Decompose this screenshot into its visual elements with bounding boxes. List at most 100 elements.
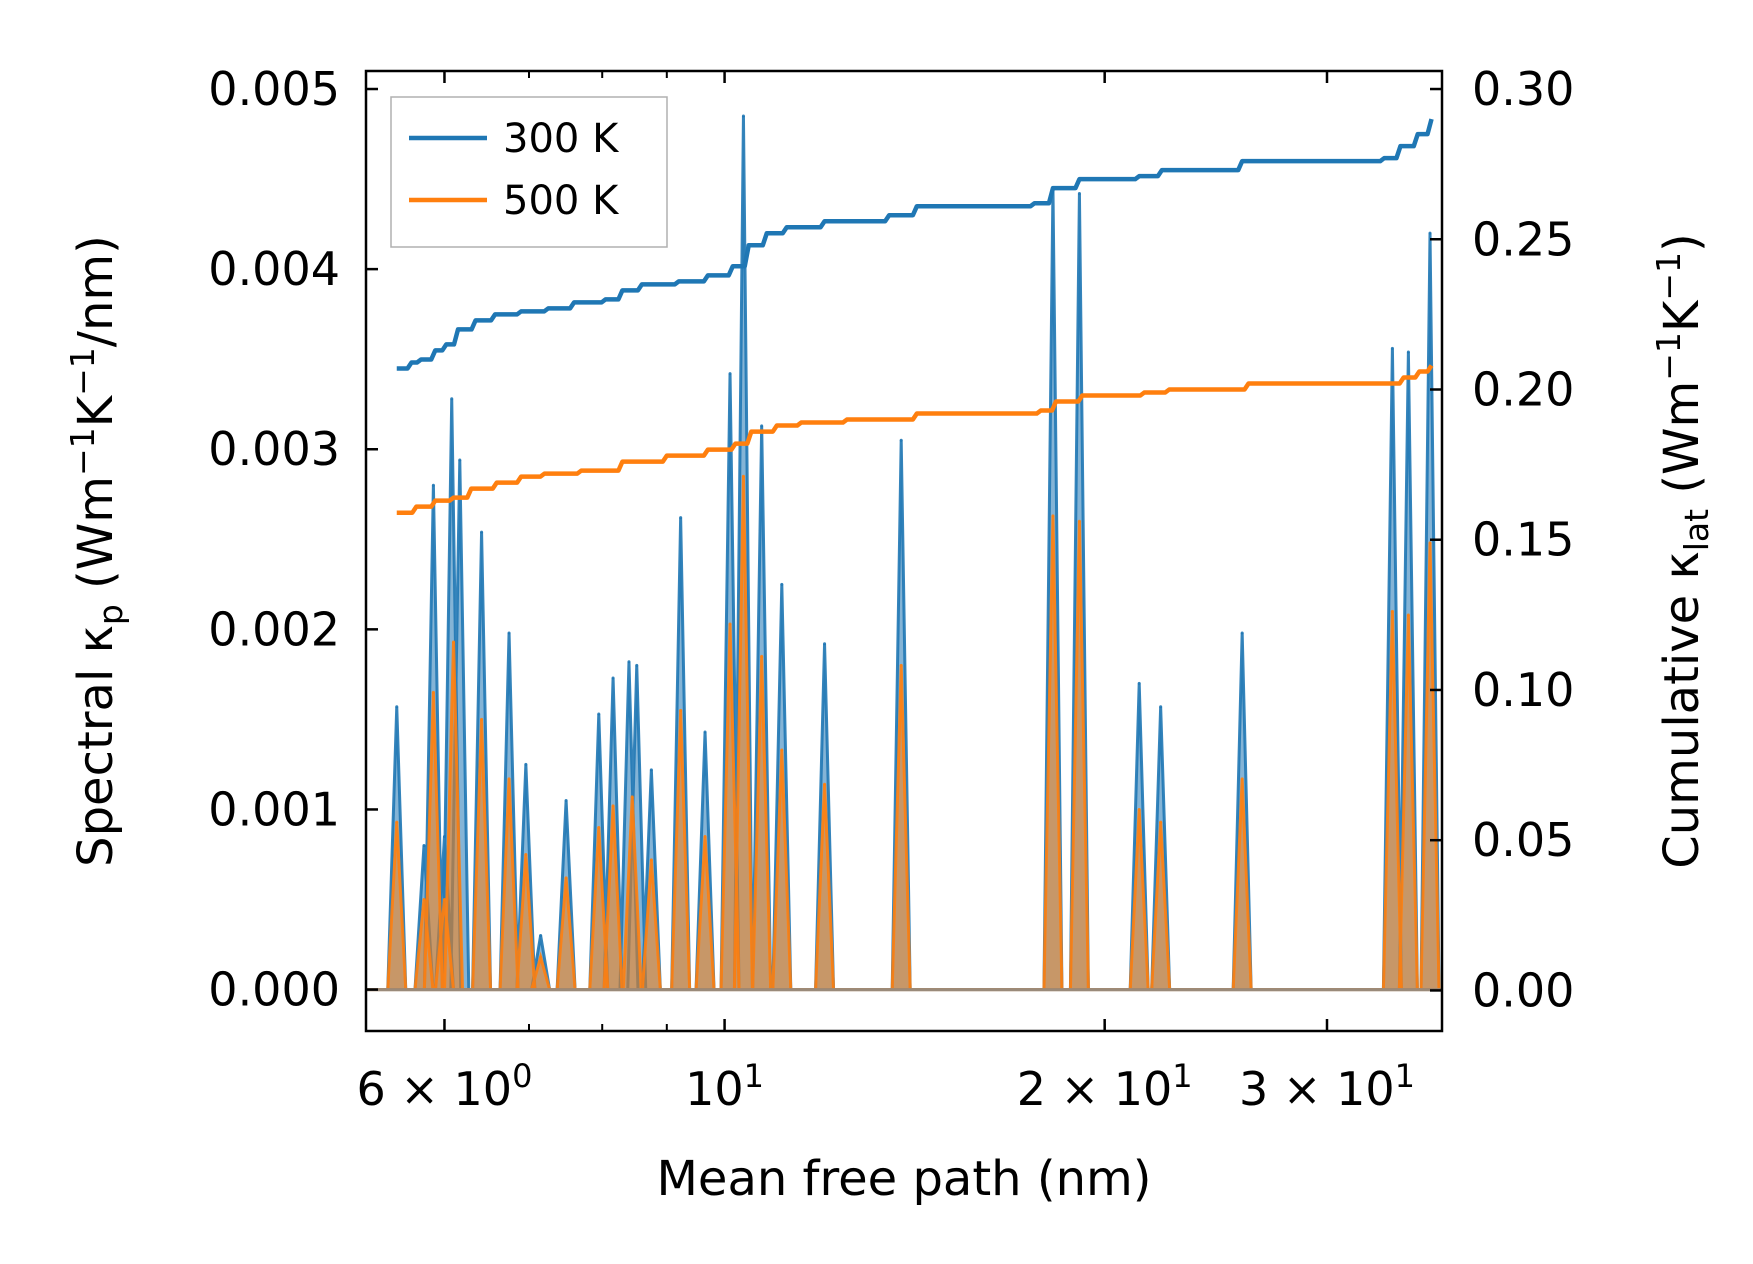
y-left-tick-label-0: 0.000 — [208, 963, 340, 1017]
x-axis-title: Mean free path (nm) — [657, 1151, 1152, 1207]
spectral-peak-500k-2 — [431, 690, 435, 694]
spectral-peak-500k-22 — [1051, 514, 1055, 518]
y-right-tick-label-0: 0.00 — [1472, 963, 1574, 1017]
spectral-peak-300k-5 — [458, 458, 462, 462]
spectral-peak-300k-7 — [507, 631, 511, 635]
legend-label-500k: 500 K — [503, 178, 620, 224]
spectral-peak-500k-6 — [507, 777, 511, 781]
spectral-peak-500k-13 — [649, 858, 653, 862]
plot-frame — [364, 69, 1444, 1033]
spectral-peak-500k-3 — [442, 898, 446, 902]
y-right-tick-label-5: 0.25 — [1472, 212, 1574, 266]
y-left-sub: p — [91, 604, 130, 625]
spectral-peak-500k-17 — [741, 474, 745, 478]
y-left-exp-b: −1 — [63, 347, 102, 396]
spectral-peak-300k-20 — [760, 424, 764, 428]
spectral-peak-300k-13 — [627, 660, 631, 664]
spectral-peak-500k-25 — [1159, 820, 1163, 824]
y-right-exp-b: −1 — [1649, 252, 1688, 301]
x-tick-label-1: 101 — [685, 1057, 764, 1116]
spectral-peak-300k-16 — [679, 516, 683, 520]
legend: 300 K 500 K — [390, 96, 668, 248]
spectral-peak-300k-28 — [1240, 631, 1244, 635]
y-axis-right-title: Cumulative κlat (Wm−1K−1) — [1649, 233, 1716, 869]
spectral-peak-500k-7 — [524, 852, 528, 856]
spectral-peak-500k-27 — [1390, 609, 1394, 613]
spectral-peak-300k-29 — [1390, 346, 1394, 350]
y-right-tick-label-2: 0.10 — [1472, 663, 1574, 717]
spectral-peak-500k-9 — [564, 876, 568, 880]
spectral-peak-500k-21 — [899, 663, 903, 667]
spectral-layer — [366, 114, 1442, 992]
y-right-tick-label-6: 0.30 — [1472, 62, 1574, 116]
spectral-peak-300k-22 — [823, 642, 827, 646]
y-left-main: Spectral κ — [68, 625, 124, 867]
spectral-peak-300k-3 — [442, 834, 446, 838]
spectral-peak-300k-17 — [703, 730, 707, 734]
spectral-peak-300k-18 — [728, 372, 732, 376]
cumulative-layer — [396, 118, 1434, 515]
y-left-tick-label-4: 0.004 — [208, 242, 340, 296]
spectral-peak-300k-8 — [524, 762, 528, 766]
y-right-exp-a: −1 — [1649, 332, 1688, 381]
spectral-peak-500k-20 — [823, 782, 827, 786]
cumulative-line-300k — [396, 118, 1434, 371]
spectral-peak-300k-26 — [1137, 681, 1141, 685]
spectral-peak-300k-25 — [1077, 191, 1081, 195]
y-right-main: Cumulative κ — [1654, 551, 1710, 869]
y-left-tick-label-2: 0.002 — [208, 602, 340, 656]
spectral-peak-300k-14 — [635, 663, 639, 667]
y-left-unit-b: K — [68, 394, 124, 427]
spectral-peak-300k-21 — [780, 582, 784, 586]
y-axis-right: 0.00 0.05 0.10 0.15 0.20 0.25 0.30 — [1430, 62, 1574, 1017]
y-right-tick-label-1: 0.05 — [1472, 813, 1574, 867]
spectral-peak-500k-15 — [703, 834, 707, 838]
y-axis-left: 0.000 0.001 0.002 0.003 0.004 0.005 — [208, 62, 378, 1017]
spectral-peak-300k-1 — [422, 843, 426, 847]
spectral-peak-300k-0 — [395, 705, 399, 709]
x-tick-label-0: 6 × 100 — [356, 1057, 532, 1116]
spectral-peak-500k-0 — [395, 820, 399, 824]
y-left-tick-label-5: 0.005 — [208, 62, 340, 116]
spectral-peak-500k-16 — [728, 622, 732, 626]
y-right-tick-label-3: 0.15 — [1472, 513, 1574, 567]
spectral-peak-300k-12 — [611, 676, 615, 680]
plot-area — [366, 114, 1442, 992]
spectral-peak-300k-6 — [480, 530, 484, 534]
x-axis: 6 × 100 101 2 × 101 3 × 101 — [356, 71, 1415, 1116]
spectral-peak-500k-4 — [452, 640, 456, 644]
y-right-unit-a: (Wm — [1654, 381, 1710, 509]
spectral-peak-500k-14 — [679, 708, 683, 712]
spectral-peak-500k-28 — [1406, 613, 1410, 617]
spectral-peak-300k-10 — [564, 798, 568, 802]
y-left-tick-label-1: 0.001 — [208, 782, 340, 836]
spectral-peak-300k-15 — [649, 768, 653, 772]
y-right-unit-c: ) — [1654, 233, 1710, 252]
spectral-peak-300k-2 — [431, 483, 435, 487]
spectral-peak-500k-24 — [1137, 807, 1141, 811]
spectral-peak-300k-4 — [450, 397, 454, 401]
y-right-sub: lat — [1677, 509, 1716, 551]
y-right-tick-label-4: 0.20 — [1472, 362, 1574, 416]
cumulative-line-500k — [396, 364, 1434, 515]
spectral-peak-500k-1 — [422, 898, 426, 902]
spectral-peak-300k-27 — [1159, 705, 1163, 709]
y-left-unit-c: /nm) — [68, 235, 124, 347]
spectral-peak-500k-19 — [780, 748, 784, 752]
legend-label-300k: 300 K — [503, 116, 620, 162]
y-left-tick-label-3: 0.003 — [208, 422, 340, 476]
spectral-peak-300k-30 — [1406, 350, 1410, 354]
spectral-peak-500k-29 — [1428, 541, 1432, 545]
spectral-peak-500k-18 — [760, 654, 764, 658]
spectral-peak-500k-10 — [597, 825, 601, 829]
spectral-peak-300k-11 — [597, 712, 601, 716]
x-tick-label-2: 2 × 101 — [1017, 1057, 1193, 1116]
y-right-unit-b: K — [1654, 299, 1710, 332]
spectral-peak-300k-19 — [741, 114, 745, 118]
legend-box — [390, 96, 668, 248]
y-left-unit-a: (Wm — [68, 476, 124, 604]
spectral-peak-300k-9 — [539, 934, 543, 938]
y-left-exp-a: −1 — [63, 427, 102, 476]
spectral-peak-300k-31 — [1428, 231, 1432, 235]
